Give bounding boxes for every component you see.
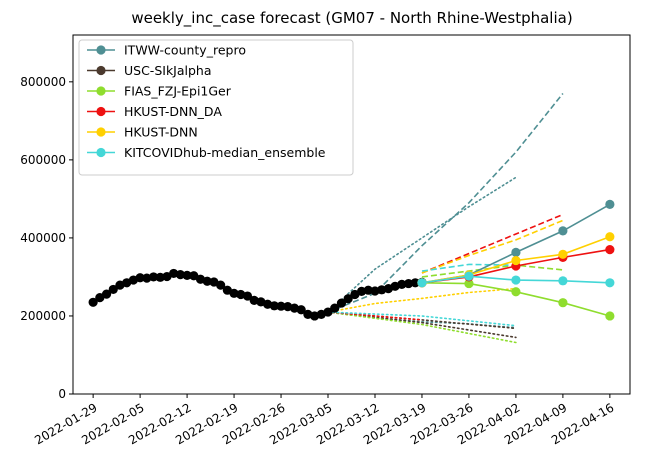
observed-point	[363, 285, 373, 295]
legend-label: HKUST-DNN_DA	[124, 104, 222, 119]
observed-point	[148, 272, 159, 282]
series-KITCOVIDhub-median_ensemble	[327, 263, 517, 327]
median-point	[558, 276, 568, 286]
observed-point	[101, 289, 112, 299]
median-FIAS_FZJ-Epi1Ger	[417, 278, 615, 321]
legend-entry: KITCOVIDhub-median_ensemble	[87, 145, 326, 160]
median-ITWW-county_repro	[417, 199, 615, 288]
y-tick-label: 200000	[20, 309, 66, 323]
interval-dotted-lower-line	[327, 311, 517, 327]
legend-box	[78, 39, 354, 176]
observed-point	[108, 284, 118, 295]
interval-dotted-lower-line	[327, 311, 423, 321]
median-point	[511, 247, 521, 257]
interval-dashed-line	[327, 92, 564, 313]
interval-dotted-lower-line	[327, 311, 517, 344]
median-KITCOVIDhub-median_ensemble	[417, 271, 615, 288]
observed-point	[296, 305, 306, 315]
median-point	[417, 278, 427, 288]
median-point	[605, 245, 615, 255]
observed-point	[276, 301, 286, 311]
observed-point	[202, 276, 212, 286]
legend-marker	[96, 45, 106, 55]
median-point	[605, 199, 615, 209]
y-tick-label: 800000	[20, 75, 66, 89]
interval-dashed-line	[421, 219, 564, 274]
legend-marker	[96, 147, 106, 158]
legend-marker	[96, 65, 106, 76]
observed-point	[175, 269, 185, 280]
series-FIAS_FZJ-Epi1Ger	[327, 264, 563, 344]
chart-title: weekly_inc_case forecast (GM07 - North R…	[131, 9, 572, 28]
observed-point	[410, 278, 420, 288]
observed-point	[182, 270, 192, 280]
x-axis: 2022-01-292022-02-052022-02-122022-02-19…	[32, 394, 616, 447]
observed-point	[330, 303, 340, 313]
interval-dotted-lower-line	[327, 287, 517, 313]
legend-label: ITWW-county_repro	[124, 43, 246, 58]
legend-label: USC-SIkJalpha	[124, 63, 212, 78]
observed-point	[343, 294, 353, 304]
median-point	[511, 255, 521, 266]
interval-dashed-line	[421, 213, 564, 274]
legend-entry: USC-SIkJalpha	[87, 63, 212, 78]
legend-marker	[96, 127, 106, 137]
legend-entry: HKUST-DNN_DA	[87, 104, 222, 119]
observed-point	[269, 301, 279, 311]
y-axis: 0 200000 400000 600000 800000	[20, 75, 73, 401]
observed-point	[88, 297, 98, 307]
observed-layer	[88, 199, 615, 321]
median-point	[605, 278, 615, 288]
median-point	[511, 287, 521, 297]
observed-point	[216, 280, 226, 290]
y-tick-label: 400000	[20, 231, 66, 245]
median-point	[558, 226, 568, 236]
y-tick-label: 0	[58, 387, 66, 401]
median-point	[558, 249, 568, 259]
y-tick-label: 600000	[20, 153, 66, 167]
observed-point	[323, 307, 333, 317]
median-point	[558, 298, 568, 308]
median-point	[605, 311, 615, 321]
plot-frame	[72, 34, 631, 395]
legend-marker	[96, 106, 106, 117]
interval-dashed-line	[421, 263, 516, 272]
legend-marker	[96, 86, 106, 96]
median-point	[464, 271, 474, 281]
observed-point	[403, 278, 414, 289]
legend-entry: FIAS_FZJ-Epi1Ger	[87, 84, 232, 99]
median-line	[421, 203, 611, 284]
observed-point	[155, 272, 165, 282]
median-point	[511, 275, 521, 285]
legend-label: HKUST-DNN	[124, 125, 198, 140]
legend-entry: HKUST-DNN	[87, 125, 198, 140]
series-layer	[327, 92, 564, 344]
series-HKUST-DNN	[327, 219, 564, 313]
interval-dotted-upper-line	[327, 176, 517, 313]
observed-point	[397, 279, 407, 289]
legend-label: FIAS_FZJ-Epi1Ger	[124, 84, 232, 99]
legend-entry: ITWW-county_repro	[87, 43, 246, 58]
median-point	[605, 232, 615, 242]
legend-label: KITCOVIDhub-median_ensemble	[124, 145, 326, 160]
observed-point	[135, 273, 145, 283]
observed-point	[336, 298, 347, 308]
median-point	[464, 278, 474, 289]
legend: ITWW-county_repro USC-SIkJalpha FIAS_FZJ-E…	[78, 39, 354, 176]
series-HKUST-DNN_DA	[327, 213, 564, 321]
observed-point	[242, 291, 253, 301]
